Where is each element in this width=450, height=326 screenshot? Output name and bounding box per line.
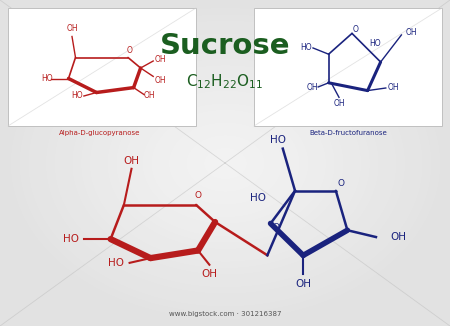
Text: HO: HO bbox=[63, 234, 79, 244]
Text: OH: OH bbox=[154, 76, 166, 85]
Text: HO: HO bbox=[369, 39, 381, 48]
Text: www.bigstock.com · 301216387: www.bigstock.com · 301216387 bbox=[169, 311, 281, 317]
FancyBboxPatch shape bbox=[254, 8, 442, 126]
Text: OH: OH bbox=[154, 55, 166, 64]
Text: O: O bbox=[273, 223, 280, 231]
Text: OH: OH bbox=[66, 23, 78, 33]
Text: OH: OH bbox=[390, 232, 406, 242]
FancyBboxPatch shape bbox=[8, 8, 196, 126]
Text: HO: HO bbox=[300, 43, 311, 52]
Text: HO: HO bbox=[108, 258, 124, 268]
Text: OH: OH bbox=[295, 279, 311, 289]
Text: Sucrose: Sucrose bbox=[160, 32, 290, 60]
Text: OH: OH bbox=[306, 83, 318, 93]
Text: HO: HO bbox=[71, 92, 83, 100]
Text: O: O bbox=[338, 179, 344, 188]
Text: OH: OH bbox=[202, 269, 217, 279]
Text: OH: OH bbox=[143, 92, 155, 100]
Text: $\mathregular{C_{12}H_{22}O_{11}}$: $\mathregular{C_{12}H_{22}O_{11}}$ bbox=[186, 72, 264, 91]
Text: Beta-D-fructofuranose: Beta-D-fructofuranose bbox=[309, 130, 387, 136]
Text: HO: HO bbox=[250, 193, 266, 202]
Text: O: O bbox=[194, 191, 202, 200]
Text: OH: OH bbox=[333, 99, 345, 108]
Text: OH: OH bbox=[123, 156, 140, 166]
Text: O: O bbox=[126, 46, 132, 55]
Text: OH: OH bbox=[388, 83, 400, 93]
Text: OH: OH bbox=[406, 28, 418, 37]
Text: O: O bbox=[353, 25, 359, 34]
Text: HO: HO bbox=[42, 74, 53, 83]
Text: HO: HO bbox=[270, 135, 286, 145]
Text: Alpha-D-glucopyranose: Alpha-D-glucopyranose bbox=[59, 130, 141, 136]
